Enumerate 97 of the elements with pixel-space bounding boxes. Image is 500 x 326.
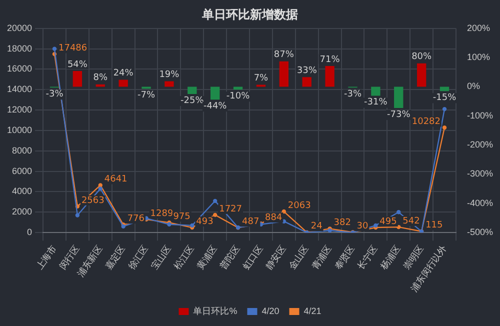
x-tick-label: 上海市 bbox=[34, 244, 58, 272]
point bbox=[98, 186, 102, 191]
x-tick-label: 嘉定区 bbox=[103, 244, 127, 272]
data-label: 8% bbox=[93, 73, 108, 84]
y2-tick-label: 200% bbox=[466, 22, 490, 33]
bar bbox=[164, 81, 174, 87]
point bbox=[52, 46, 57, 51]
y2-tick-label: -300% bbox=[466, 168, 493, 179]
x-tick-label: 虹口区 bbox=[240, 244, 265, 272]
data-label: 1727 bbox=[219, 204, 242, 214]
data-label: -7% bbox=[138, 90, 156, 101]
x-tick-label: 静安区 bbox=[264, 244, 288, 272]
data-label: -3% bbox=[344, 89, 362, 100]
x-tick-label: 徐汇区 bbox=[126, 244, 150, 272]
x-tick-label: 金山区 bbox=[286, 244, 311, 272]
data-label: -10% bbox=[226, 91, 250, 102]
y-tick-label: 20000 bbox=[6, 22, 32, 33]
data-label: 542 bbox=[402, 216, 420, 226]
point bbox=[282, 209, 286, 214]
data-label: -15% bbox=[432, 92, 457, 103]
chart-title: 单日环比新增数据 bbox=[201, 8, 298, 22]
data-label: -3% bbox=[46, 89, 64, 100]
x-tick-label: 松江区 bbox=[172, 244, 196, 272]
data-label: -25% bbox=[180, 96, 204, 106]
legend-label: 单日环比% bbox=[193, 306, 238, 316]
data-label: 19% bbox=[159, 70, 180, 80]
y2-tick-label: -200% bbox=[466, 140, 493, 150]
data-label: 975 bbox=[173, 212, 190, 222]
y-tick-label: 12000 bbox=[6, 104, 32, 115]
data-label: 493 bbox=[196, 216, 214, 227]
bar bbox=[210, 86, 220, 100]
legend-label: 4/21 bbox=[304, 306, 322, 316]
legend-label: 4/20 bbox=[262, 306, 280, 316]
y-tick-label: 6000 bbox=[12, 166, 32, 176]
y-tick-label: 18000 bbox=[6, 43, 32, 54]
data-label: -73% bbox=[386, 110, 411, 120]
data-label: 80% bbox=[412, 52, 432, 62]
data-label: 30 bbox=[356, 222, 368, 232]
data-label: 4641 bbox=[104, 174, 128, 185]
y2-tick-label: 0% bbox=[466, 81, 480, 92]
data-label: -44% bbox=[203, 101, 228, 112]
bar bbox=[440, 86, 450, 92]
data-label: 1289 bbox=[150, 208, 174, 219]
bar bbox=[72, 70, 82, 87]
data-label: 2063 bbox=[288, 200, 311, 211]
y-tick-label: 16000 bbox=[6, 64, 32, 74]
y-tick-label: 8000 bbox=[12, 145, 32, 156]
x-tick-label: 长宁区 bbox=[356, 244, 380, 272]
y2-tick-label: -400% bbox=[466, 198, 493, 208]
data-label: 115 bbox=[426, 220, 443, 231]
y-tick-label: 14000 bbox=[6, 84, 32, 94]
data-label: 382 bbox=[334, 218, 351, 228]
x-tick-label: 杨浦区 bbox=[378, 244, 402, 272]
x-tick-label: 黄浦区 bbox=[195, 244, 219, 272]
x-tick-label: 奉贤区 bbox=[332, 244, 356, 272]
data-label: -31% bbox=[364, 98, 388, 108]
point bbox=[396, 224, 401, 230]
y-tick-label: 4000 bbox=[12, 186, 32, 196]
y2-tick-label: -500% bbox=[466, 227, 493, 238]
x-tick-label: 普陀区 bbox=[218, 244, 242, 272]
bar bbox=[394, 86, 404, 108]
data-label: 33% bbox=[296, 66, 318, 76]
data-label: 71% bbox=[320, 54, 340, 65]
bar bbox=[325, 66, 334, 87]
bar bbox=[233, 86, 243, 90]
point bbox=[396, 210, 401, 214]
point bbox=[212, 198, 218, 204]
bar bbox=[118, 80, 128, 87]
point bbox=[442, 106, 447, 112]
data-label: 495 bbox=[380, 216, 397, 227]
y-tick-label: 2000 bbox=[12, 206, 32, 217]
data-label: 17486 bbox=[58, 43, 88, 54]
bar bbox=[416, 63, 426, 87]
data-label: 10282 bbox=[412, 116, 441, 127]
y-tick-label: 10000 bbox=[6, 124, 32, 135]
point bbox=[98, 183, 102, 188]
data-label: 776 bbox=[127, 214, 145, 224]
point bbox=[75, 213, 80, 218]
data-label: 884 bbox=[264, 212, 282, 223]
bar bbox=[371, 86, 380, 96]
data-label: 7% bbox=[254, 74, 269, 84]
data-label: 2563 bbox=[81, 196, 104, 206]
y2-tick-label: -100% bbox=[466, 110, 493, 120]
data-label: 87% bbox=[274, 50, 294, 60]
y-tick-label: 0 bbox=[27, 227, 32, 238]
bar bbox=[188, 86, 197, 94]
x-tick-label: 宝山区 bbox=[149, 244, 173, 272]
bar bbox=[279, 61, 289, 87]
data-label: 24% bbox=[113, 68, 134, 79]
data-label: 54% bbox=[67, 60, 88, 70]
point bbox=[212, 212, 218, 218]
bar bbox=[302, 77, 312, 87]
x-tick-label: 青浦区 bbox=[310, 244, 334, 272]
data-label: 487 bbox=[242, 216, 260, 227]
point bbox=[442, 126, 447, 130]
data-label: 24 bbox=[310, 222, 323, 232]
y2-tick-label: 100% bbox=[466, 52, 490, 62]
